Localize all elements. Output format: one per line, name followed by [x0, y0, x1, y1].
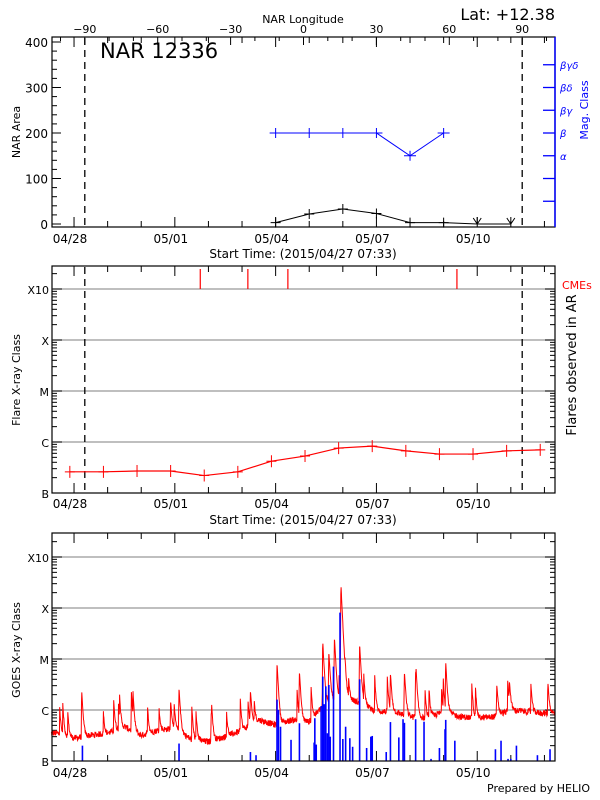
x-tick-label: 05/01: [154, 497, 189, 511]
flare-class-point: [300, 450, 311, 463]
flare-class-point: [468, 448, 479, 461]
y-tick-label: 100: [25, 173, 48, 187]
x-tick-label: 05/04: [254, 497, 289, 511]
panel1-ylabel: NAR Area: [10, 106, 23, 158]
flare-class-point: [367, 440, 378, 453]
top-axis-label: NAR Longitude: [262, 13, 344, 26]
panel2-frame: [51, 265, 556, 494]
mag-class-tick-label: βγδ: [559, 61, 578, 72]
x-tick-label: 05/01: [154, 766, 189, 780]
y-tick-label: B: [41, 756, 49, 769]
x-tick-label: 05/01: [154, 232, 189, 246]
footer-credit: Prepared by HELIO: [487, 782, 590, 795]
x-tick-label: 05/07: [355, 497, 390, 511]
mag-class-point: [437, 128, 450, 138]
area-point: [371, 208, 382, 219]
flare-class-point: [535, 443, 546, 456]
x-tick-label: 05/10: [456, 497, 491, 511]
mag-class-point: [336, 128, 349, 138]
flare-class-point: [98, 465, 109, 478]
y-tick-label: X10: [27, 284, 49, 297]
area-point: [438, 217, 449, 228]
y-tick-label: X10: [27, 552, 49, 565]
area-point: [337, 203, 348, 214]
mag-class-line: [275, 132, 444, 157]
flare-class-point: [333, 442, 344, 455]
mag-class-point: [370, 128, 383, 138]
panel2-y2label: Flares observed in AR: [565, 294, 580, 435]
y-tick-label: M: [40, 654, 50, 667]
mag-class-tick-label: βγ: [559, 106, 573, 117]
y-tick-label: 400: [25, 36, 48, 50]
top-axis-tick-label: 0: [300, 23, 307, 36]
y-tick-label: 300: [25, 82, 48, 96]
mag-class-tick-label: βδ: [559, 84, 573, 95]
y-tick-label: M: [40, 386, 50, 399]
y-tick-label: X: [41, 335, 49, 348]
x-tick-label: 05/07: [355, 766, 390, 780]
latitude-readout: Lat: +12.38: [460, 5, 555, 24]
mag-class-point: [404, 150, 417, 161]
top-axis-tick-label: −90: [73, 23, 96, 36]
top-axis-tick-label: −60: [146, 23, 169, 36]
y-tick-label: 0: [40, 218, 48, 232]
panel3-ylabel: GOES X-ray Class: [10, 602, 23, 698]
x-tick-label: 05/04: [254, 766, 289, 780]
flare-class-point: [266, 455, 277, 468]
y-tick-label: C: [41, 705, 49, 718]
y-tick-label: X: [41, 603, 49, 616]
x-tick-label: 04/28: [53, 232, 88, 246]
x-tick-label: 05/10: [456, 232, 491, 246]
flare-class-point: [400, 444, 411, 457]
panel3-frame: [51, 532, 556, 762]
y-tick-label: C: [41, 437, 49, 450]
panel2-ylabel: Flare X-ray Class: [10, 334, 23, 426]
y-tick-label: 200: [25, 127, 48, 141]
area-point: [270, 217, 281, 228]
x-tick-label: 04/28: [53, 497, 88, 511]
flare-class-point: [132, 465, 143, 477]
top-axis-tick-label: 90: [515, 23, 529, 36]
x-tick-label: 05/04: [254, 232, 289, 246]
goes-flux-line: [50, 587, 556, 746]
mag-class-point: [303, 128, 316, 138]
panel1-title: NAR 12336: [100, 39, 218, 63]
flare-class-point: [64, 465, 75, 478]
flare-class-point: [199, 469, 210, 482]
area-point: [304, 208, 315, 219]
x-tick-label: 05/07: [355, 232, 390, 246]
y-tick-label: B: [41, 488, 49, 501]
area-point-arrow: [506, 217, 516, 225]
panel1-frame: [51, 36, 556, 228]
top-axis-tick-label: 60: [442, 23, 456, 36]
flare-class-point: [434, 448, 445, 461]
cme-label: CMEs: [562, 279, 592, 292]
panel1-xlabel: Start Time: (2015/04/27 07:33): [209, 247, 396, 261]
top-axis-tick-label: −30: [219, 23, 242, 36]
panel2-xlabel: Start Time: (2015/04/27 07:33): [209, 513, 396, 527]
mag-class-point: [269, 128, 282, 138]
mag-class-tick-label: β: [559, 129, 567, 140]
panel1-y2label: Mag. Class: [578, 80, 591, 139]
area-line: [275, 208, 511, 225]
area-point: [405, 217, 416, 228]
top-axis-tick-label: 30: [369, 23, 383, 36]
mag-class-tick-label: α: [560, 152, 567, 163]
area-point-arrow: [472, 217, 482, 225]
x-tick-label: 05/10: [456, 766, 491, 780]
flare-class-point: [232, 465, 243, 478]
flare-class-point: [165, 465, 176, 477]
flare-class-point: [501, 444, 512, 457]
x-tick-label: 04/28: [53, 766, 88, 780]
